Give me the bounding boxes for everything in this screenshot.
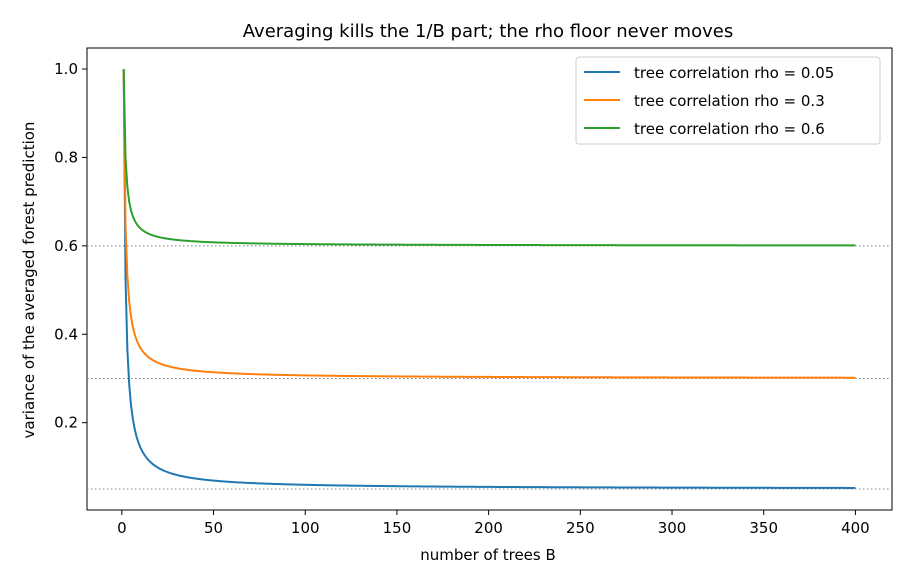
- y-tick-label: 0.2: [54, 414, 78, 432]
- y-axis: 0.2 0.4 0.6 0.8 1.0: [54, 60, 87, 432]
- series-lines: [122, 68, 856, 489]
- chart-title: Averaging kills the 1/B part; the rho fl…: [243, 21, 733, 42]
- x-axis: 0 50 100 150 200 250 300 350 400: [117, 510, 870, 537]
- y-tick-label: 0.8: [54, 148, 78, 166]
- x-axis-label: number of trees B: [420, 546, 556, 564]
- legend-label: tree correlation rho = 0.3: [634, 92, 825, 110]
- x-tick-label: 300: [658, 519, 687, 537]
- legend-label: tree correlation rho = 0.6: [634, 120, 825, 138]
- legend-box: [575, 56, 881, 145]
- y-tick-label: 0.6: [54, 237, 78, 255]
- series-line: [122, 68, 856, 247]
- y-tick-label: 1.0: [54, 60, 78, 78]
- x-tick-label: 0: [117, 519, 127, 537]
- y-tick-label: 0.4: [54, 325, 78, 343]
- reference-lines: [87, 245, 892, 490]
- x-tick-label: 250: [566, 519, 595, 537]
- y-axis-label: variance of the averaged forest predicti…: [20, 122, 38, 439]
- series-line: [122, 68, 856, 379]
- plot-frame: [86, 47, 893, 511]
- x-tick-label: 100: [291, 519, 320, 537]
- legend: tree correlation rho = 0.05 tree correla…: [575, 56, 881, 145]
- x-tick-label: 200: [474, 519, 503, 537]
- plot-area: [86, 47, 893, 511]
- x-tick-label: 350: [749, 519, 778, 537]
- x-tick-label: 50: [204, 519, 223, 537]
- legend-label: tree correlation rho = 0.05: [634, 64, 834, 82]
- x-tick-label: 400: [841, 519, 870, 537]
- series-line: [122, 68, 856, 489]
- x-tick-label: 150: [383, 519, 412, 537]
